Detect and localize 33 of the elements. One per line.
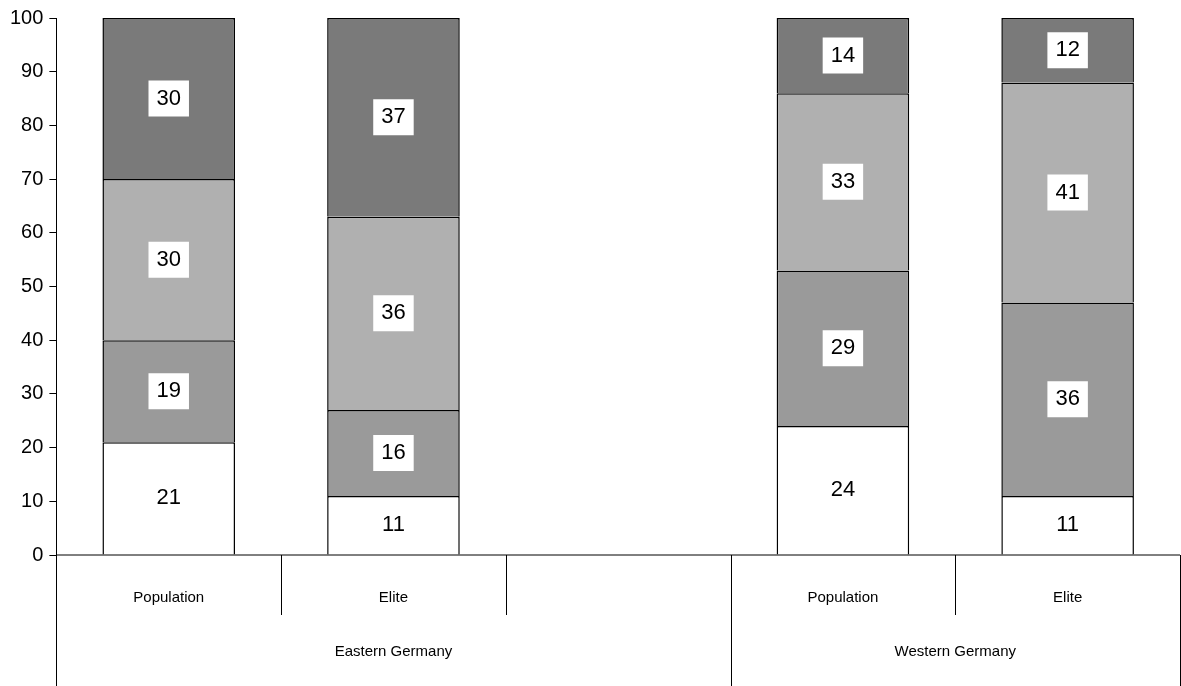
data-label: 33 — [830, 167, 856, 193]
x-tick-label: Population — [133, 588, 205, 606]
text: Western Germany — [894, 642, 1017, 660]
data-label: 36 — [1055, 385, 1080, 411]
y-tick-label: 30 — [21, 381, 44, 404]
data-label: 16 — [381, 439, 406, 465]
y-tick-label: 20 — [21, 435, 44, 458]
data-label: 12 — [1055, 36, 1080, 62]
data-label: 11 — [382, 511, 405, 537]
data-label: 11 — [1056, 511, 1080, 537]
data-label: 36 — [381, 299, 406, 325]
text: Eastern Germany — [334, 642, 453, 660]
y-tick-label: 60 — [21, 220, 44, 243]
y-tick-label: 0 — [32, 542, 44, 565]
x-tick-label: Elite — [1053, 588, 1083, 606]
y-tick-label: 100 — [9, 5, 44, 28]
data-label: 24 — [830, 476, 856, 502]
data-label: 37 — [381, 103, 406, 129]
y-tick-label: 40 — [21, 327, 44, 350]
y-tick-label: 50 — [21, 274, 44, 297]
data-label: 19 — [156, 377, 181, 403]
data-label: 30 — [156, 245, 181, 271]
data-label: 21 — [156, 484, 181, 510]
y-tick-label: 80 — [21, 112, 44, 135]
data-label: 29 — [830, 334, 856, 360]
y-tick-label: 10 — [21, 488, 44, 511]
x-tick-label: Population — [807, 588, 879, 606]
x-tick-label: Elite — [378, 588, 409, 606]
data-label: 41 — [1055, 178, 1080, 204]
y-tick-label: 90 — [21, 59, 44, 82]
data-label: 14 — [830, 41, 856, 67]
y-tick-label: 70 — [21, 166, 44, 189]
data-label: 30 — [156, 84, 181, 110]
